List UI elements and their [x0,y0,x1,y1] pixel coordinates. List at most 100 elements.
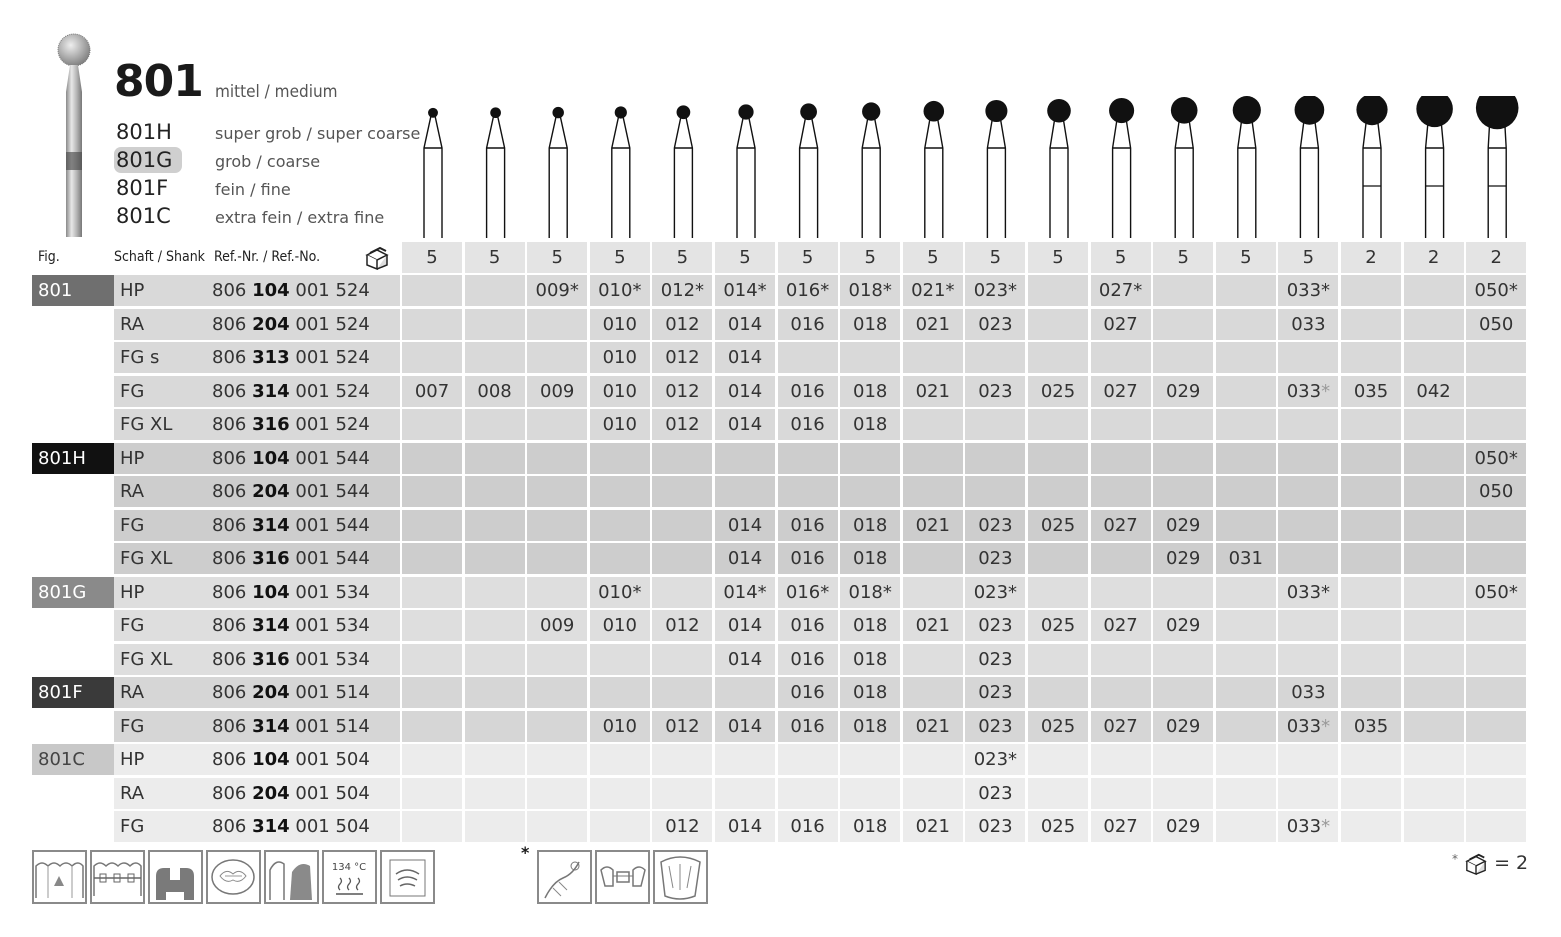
table-row: FG XL 806 316 001 524 010 012 014 016 018 [32,409,1527,440]
size-cell: 025 [1028,509,1088,541]
size-cell: 027 [1090,710,1151,742]
size-cell [902,342,963,373]
size-cell [527,710,588,742]
ref-prefix: 806 [212,682,247,703]
ref-prefix: 806 [212,715,247,737]
size-cell: 050 [1466,476,1527,507]
size-cell [1403,744,1464,775]
grit-desc-super-coarse: super grob / super coarse [215,124,421,143]
package-quantity-note: * = 2 [1452,852,1528,875]
size-cell [1215,643,1276,675]
table-row: 801 HP 806 104 001 524 009* 010* 012* 014* 016*… [32,275,1527,306]
size-cell [402,777,462,809]
size-cell: 029 [1153,710,1214,742]
size-cell: 021 [902,811,963,842]
size-cell [1341,543,1401,574]
pack-count-cell: 5 [840,242,901,273]
size-cell [902,576,963,608]
size-cell: 027 [1090,509,1151,541]
bur-product-image [57,33,91,237]
size-cell [1278,643,1339,675]
size-cell [1341,409,1401,440]
table-row: FG s 806 313 001 524 010 012 014 [32,342,1527,373]
size-cell: 012 [652,811,713,842]
size-cell [1278,476,1339,507]
reference-number: 806 313 001 524 [212,342,370,373]
size-cell: 012 [652,409,713,440]
ref-shank-code: 314 [252,816,290,837]
size-cell [1466,610,1527,641]
shank-type: RA [120,313,145,335]
pack-count-cell: 5 [464,242,525,273]
size-cell [1341,610,1401,641]
size-cell [1341,677,1401,708]
instrument-drawing [1047,98,1071,238]
ref-prefix: 806 [212,313,247,335]
size-cell [527,744,588,775]
size-cell [902,643,963,675]
ref-shank-code: 313 [252,347,290,368]
size-cell [1466,677,1527,708]
size-cell: 016* [777,275,838,306]
size-cell: 018 [840,409,901,440]
shank-type: FG XL [120,648,173,670]
table-row: 801H HP 806 104 001 544 050* [32,442,1527,474]
ref-shank-code: 104 [252,581,290,603]
instrument-drawing [985,99,1008,238]
size-cell [1403,777,1464,809]
size-cell [402,308,462,340]
fig-label: 801F [32,677,114,708]
size-cell [902,543,963,574]
size-cell [652,476,713,507]
size-cell [464,275,525,306]
ref-prefix: 806 [212,514,247,536]
ref-shank-code: 316 [252,548,290,569]
size-cell [1278,610,1339,641]
size-cell [402,342,462,373]
size-cell [1466,509,1527,541]
size-cell [1028,777,1088,809]
size-cell [1341,308,1401,340]
size-cell: 033* [1278,375,1339,407]
size-cell [527,677,588,708]
size-cell [1028,543,1088,574]
size-cell [652,643,713,675]
size-cell [1403,476,1464,507]
table-row: FG 806 314 001 544 014 016 018 021 023 025 027 02… [32,509,1527,541]
fig-label: 801 [32,275,114,306]
size-cell [589,643,650,675]
size-cell [1090,677,1151,708]
ref-suffix: 001 524 [295,347,370,368]
size-cell: 016 [777,409,838,440]
size-cell [402,275,462,306]
shank-type: FG [120,514,145,536]
size-cell [527,308,588,340]
instrument-drawing [1294,96,1325,238]
size-cell [402,543,462,574]
size-cell [715,744,775,775]
size-cell [1466,342,1527,373]
size-cell [1090,342,1151,373]
size-cell [1278,342,1339,373]
grit-code-fine: 801F [116,176,169,200]
size-cell [1278,442,1339,474]
shank-ref-background [114,610,400,641]
size-cell [1028,342,1088,373]
grit-desc-extra-fine: extra fein / extra fine [215,208,385,227]
size-cell: 050* [1466,576,1527,608]
size-cell: 050* [1466,442,1527,474]
size-cell [464,342,525,373]
size-cell: 016 [777,543,838,574]
size-cell [589,744,650,775]
size-cell: 021 [902,509,963,541]
instrument-drawing [1356,96,1388,238]
size-cell [1028,442,1088,474]
shank-type: RA [120,481,145,502]
size-cell: 010 [589,710,650,742]
reference-number: 806 314 001 504 [212,811,370,842]
size-cell [464,777,525,809]
size-cell: 029 [1153,610,1214,641]
pack-count-cell: 5 [589,242,650,273]
size-cell [1153,777,1214,809]
table-row: 801F RA 806 204 001 514 016 018 023 033 [32,677,1527,708]
